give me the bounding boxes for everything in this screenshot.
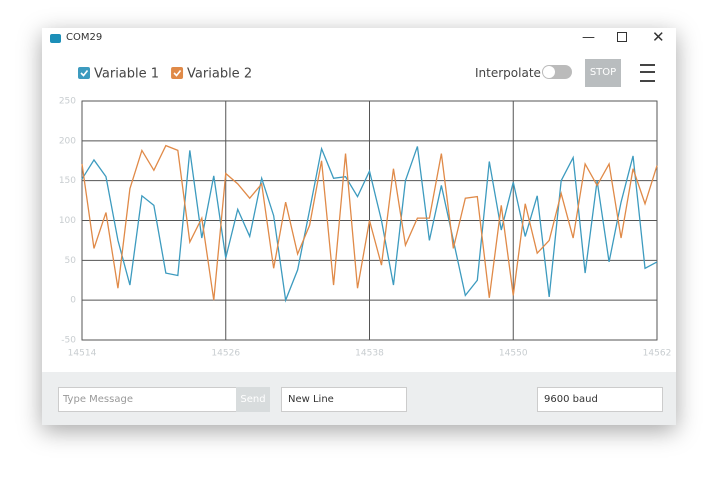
x-tick-label: 14562: [643, 349, 672, 359]
legend-label: Variable 1: [94, 67, 159, 82]
interpolate-toggle[interactable]: [542, 65, 572, 79]
app-icon: [50, 34, 61, 43]
y-tick-label: 100: [59, 216, 76, 226]
legend-item[interactable]: Variable 1: [78, 67, 159, 82]
minimize[interactable]: —: [582, 30, 595, 45]
legend-checkbox: [171, 67, 184, 79]
maximize[interactable]: [617, 32, 627, 42]
x-tick-label: 14550: [499, 349, 528, 359]
y-tick-label: 200: [59, 136, 76, 146]
baud-select[interactable]: 9600 baud: [537, 387, 663, 412]
close[interactable]: ✕: [652, 28, 665, 46]
legend-check: [80, 70, 89, 77]
y-tick-label: 250: [59, 97, 76, 107]
y-tick-label: 50: [65, 256, 77, 266]
legend-item[interactable]: Variable 2: [171, 67, 252, 82]
legend-checkbox: [78, 67, 90, 79]
y-tick-label: 150: [59, 176, 76, 186]
line-ending-select[interactable]: New Line: [281, 387, 407, 412]
x-tick-label: 14526: [211, 349, 240, 359]
stop-button[interactable]: STOP: [585, 59, 621, 87]
window-title: COM29: [66, 32, 103, 43]
y-tick-label: 0: [70, 296, 76, 306]
x-tick-label: 14514: [68, 349, 97, 359]
message-input[interactable]: Type Message: [58, 387, 238, 412]
series-line: [81, 144, 658, 301]
y-tick-label: -50: [61, 336, 76, 346]
send-button[interactable]: Send: [236, 387, 270, 412]
legend-label: Variable 2: [187, 67, 252, 82]
interpolate-label: Interpolate: [475, 66, 541, 80]
series-line: [81, 146, 658, 303]
x-tick-label: 14538: [355, 349, 384, 359]
legend-check: [173, 70, 182, 77]
menu-icon[interactable]: [640, 64, 655, 82]
